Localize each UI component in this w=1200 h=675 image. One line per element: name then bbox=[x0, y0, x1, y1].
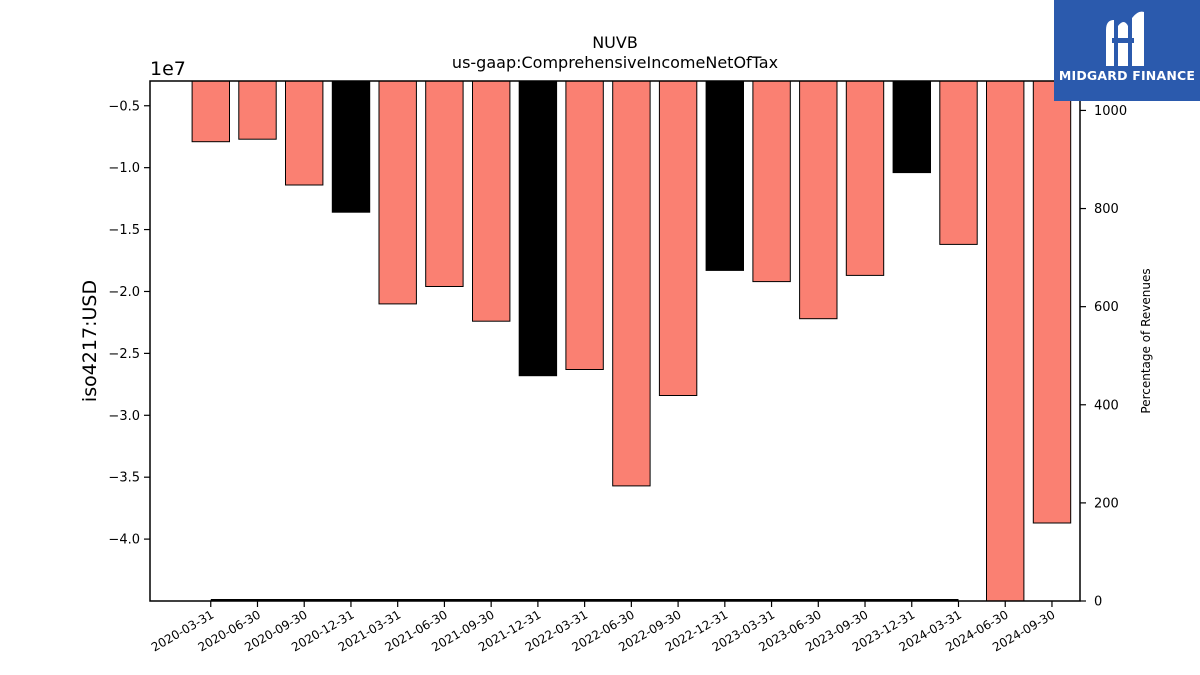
y2-axis: 0 200 400 600 800 1000 bbox=[1080, 104, 1127, 610]
y2-tick-label: 600 bbox=[1094, 300, 1119, 315]
bar-2022-06-30 bbox=[612, 80, 651, 487]
plot-frame bbox=[149, 80, 1081, 602]
midgard-logo-icon bbox=[1106, 11, 1144, 67]
brand-logo: MIDGARD FINANCE bbox=[1054, 0, 1200, 101]
y-tick-label: −4.0 bbox=[108, 533, 140, 548]
bar-2021-12-31 bbox=[518, 80, 558, 377]
y2-tick-label: 200 bbox=[1094, 496, 1119, 511]
logo-text: MIDGARD FINANCE bbox=[1058, 68, 1196, 83]
bars bbox=[191, 80, 1072, 602]
chart-subtitle: us-gaap:ComprehensiveIncomeNetOfTax bbox=[452, 53, 778, 72]
y-tick-label: −2.0 bbox=[108, 285, 140, 300]
y-tick-label: −0.5 bbox=[108, 99, 140, 114]
bar-2022-03-31 bbox=[565, 80, 604, 370]
bar-2021-09-30 bbox=[472, 80, 511, 322]
bar-2023-12-31 bbox=[892, 80, 931, 174]
y-tick-label: −1.0 bbox=[108, 161, 140, 176]
y-tick-label: −1.5 bbox=[108, 223, 140, 238]
y-axis: −0.5 −1.0 −1.5 −2.0 −2.5 −3.0 −3.5 −4.0 bbox=[108, 99, 150, 548]
y-tick-label: −3.0 bbox=[108, 409, 140, 424]
y2-axis-label: Percentage of Revenues bbox=[1139, 268, 1153, 413]
bar-2024-03-31 bbox=[939, 80, 978, 245]
bar-2023-06-30 bbox=[799, 80, 838, 320]
bar-2023-03-31 bbox=[752, 80, 791, 283]
bar-2023-09-30 bbox=[845, 80, 885, 276]
y2-tick-label: 1000 bbox=[1094, 104, 1127, 119]
bar-2020-09-30 bbox=[285, 80, 324, 186]
bar-2024-06-30 bbox=[986, 80, 1025, 602]
bar-2022-12-31 bbox=[705, 80, 744, 271]
y2-tick-label: 800 bbox=[1094, 202, 1119, 217]
bar-2020-03-31 bbox=[191, 80, 231, 143]
y2-tick-label: 400 bbox=[1094, 398, 1119, 413]
y-tick-label: −3.5 bbox=[108, 471, 140, 486]
y-axis-label: iso4217:USD bbox=[79, 280, 101, 402]
y-multiplier-label: 1e7 bbox=[150, 58, 186, 80]
y2-tick-label: 0 bbox=[1094, 595, 1102, 610]
bar-2021-03-31 bbox=[378, 80, 417, 305]
bar-2024-09-30 bbox=[1032, 80, 1072, 524]
bar-2021-06-30 bbox=[425, 80, 464, 287]
y-tick-label: −2.5 bbox=[108, 347, 140, 362]
bar-2020-06-30 bbox=[238, 80, 277, 140]
bar-2022-09-30 bbox=[658, 80, 698, 396]
chart-title: NUVB bbox=[592, 33, 638, 52]
x-axis: 2020-03-312020-06-302020-09-302020-12-31… bbox=[149, 601, 1058, 654]
bar-2020-12-31 bbox=[331, 80, 371, 213]
